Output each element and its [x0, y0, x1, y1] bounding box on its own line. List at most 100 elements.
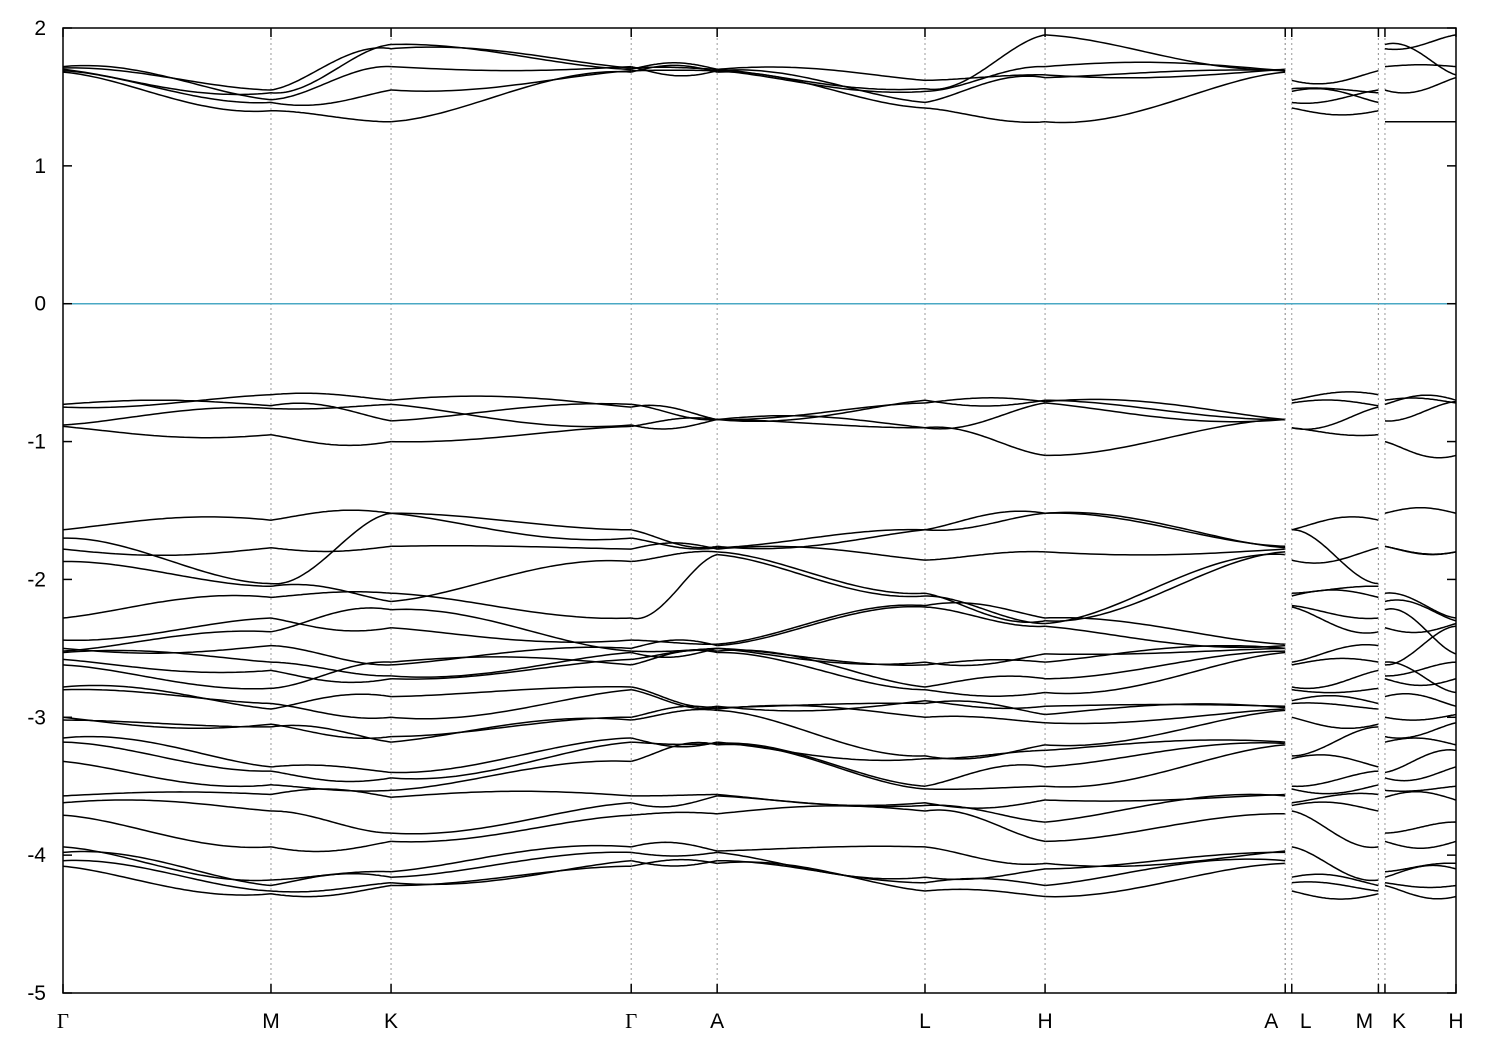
band-5-17: [924, 658, 1046, 666]
band-1-25: [270, 770, 392, 783]
segment-Γ-M: [62, 64, 272, 896]
band-1-4: [271, 109, 392, 123]
band-7-9: [1291, 516, 1379, 531]
band-7-17: [1291, 657, 1379, 666]
band-6-21: [1045, 703, 1286, 716]
band-2-21: [391, 688, 632, 720]
band-4-4: [717, 71, 926, 109]
band-4-30: [717, 845, 926, 852]
band-5-27: [924, 799, 1046, 809]
band-7-7: [1291, 406, 1379, 430]
band-6-22: [1045, 708, 1286, 725]
band-4-8: [717, 418, 925, 429]
band-1-26: [270, 784, 392, 792]
band-7-22: [1291, 716, 1379, 730]
band-6-26: [1045, 744, 1286, 788]
band-5-20: [924, 699, 1046, 710]
band-7-31: [1291, 873, 1379, 887]
band-2-4: [391, 70, 632, 123]
band-6-2: [1045, 61, 1286, 72]
band-7-19: [1291, 687, 1379, 694]
band-8-7: [1384, 440, 1457, 459]
band-3-23: [631, 708, 718, 721]
x-tick-label: Γ: [57, 1009, 69, 1033]
band-4-26: [717, 743, 926, 790]
band-7-2: [1291, 87, 1379, 104]
band-5-4: [924, 107, 1046, 124]
plot-frame: [62, 27, 1457, 994]
band-3-5: [631, 403, 718, 421]
band-6-28: [1045, 793, 1286, 823]
band-4-0: [717, 66, 926, 82]
band-1-31: [270, 872, 392, 887]
band-8-9: [1384, 506, 1457, 515]
band-7-10: [1291, 529, 1379, 585]
y-tick-label: 1: [34, 155, 46, 178]
band-6-24: [1045, 739, 1286, 752]
band-2-16: [391, 608, 632, 652]
band-7-25: [1291, 770, 1379, 788]
band-0-25: [62, 741, 271, 772]
band-5-29: [924, 809, 1046, 843]
band-6-5: [1045, 399, 1286, 421]
band-2-9: [391, 512, 632, 531]
band-5-18: [924, 675, 1046, 688]
band-1-9: [270, 509, 392, 521]
band-4-25: [717, 742, 926, 787]
band-2-11: [391, 545, 632, 550]
band-2-28: [391, 802, 632, 835]
band-3-17: [631, 647, 718, 659]
y-tick-label: -3: [27, 706, 46, 729]
band-7-0: [1291, 69, 1379, 85]
band-6-32: [1045, 858, 1286, 887]
band-6-27: [1045, 793, 1286, 802]
band-6-3: [1045, 69, 1286, 79]
band-8-25: [1384, 766, 1457, 782]
band-5-14: [924, 601, 1046, 619]
band-3-29: [631, 811, 718, 816]
band-2-5: [391, 402, 632, 422]
band-2-3: [391, 69, 632, 92]
band-6-6: [1045, 398, 1286, 421]
segment-A-L: [717, 66, 926, 892]
band-7-23: [1291, 726, 1379, 757]
band-6-19: [1045, 651, 1286, 695]
band-6-9: [1045, 512, 1286, 548]
band-0-19: [62, 664, 272, 690]
band-8-13: [1384, 592, 1457, 619]
band-1-27: [270, 788, 392, 798]
band-2-25: [391, 741, 632, 780]
band-7-18: [1291, 669, 1379, 690]
band-6-18: [1045, 650, 1286, 680]
band-5-9: [924, 512, 1046, 532]
band-3-15: [630, 639, 718, 650]
band-5-2: [924, 65, 1046, 93]
band-0-5: [62, 399, 272, 407]
band-1-0: [270, 43, 392, 94]
band-8-2: [1384, 64, 1457, 68]
band-8-6: [1384, 400, 1457, 422]
band-0-7: [62, 425, 272, 439]
segment-break-masks: [1284, 28, 1379, 993]
band-8-16: [1384, 608, 1457, 655]
band-1-18: [270, 669, 392, 684]
band-4-14: [717, 604, 926, 645]
band-8-22: [1384, 722, 1457, 739]
band-0-28: [62, 799, 272, 812]
band-0-10: [63, 537, 272, 585]
band-7-28: [1291, 801, 1379, 812]
segment-M-K: [270, 43, 392, 898]
band-5-7: [924, 426, 1046, 457]
band-2-0: [391, 43, 632, 71]
band-6-4: [1045, 71, 1286, 124]
band-2-18: [391, 658, 632, 680]
band-3-3: [631, 69, 718, 72]
band-2-7: [391, 425, 632, 443]
band-8-33: [1384, 884, 1457, 900]
band-5-30: [924, 846, 1046, 866]
band-2-12: [391, 559, 632, 603]
y-tick-label: -4: [27, 844, 46, 867]
band-4-18: [717, 649, 926, 688]
band-7-11: [1291, 546, 1379, 564]
